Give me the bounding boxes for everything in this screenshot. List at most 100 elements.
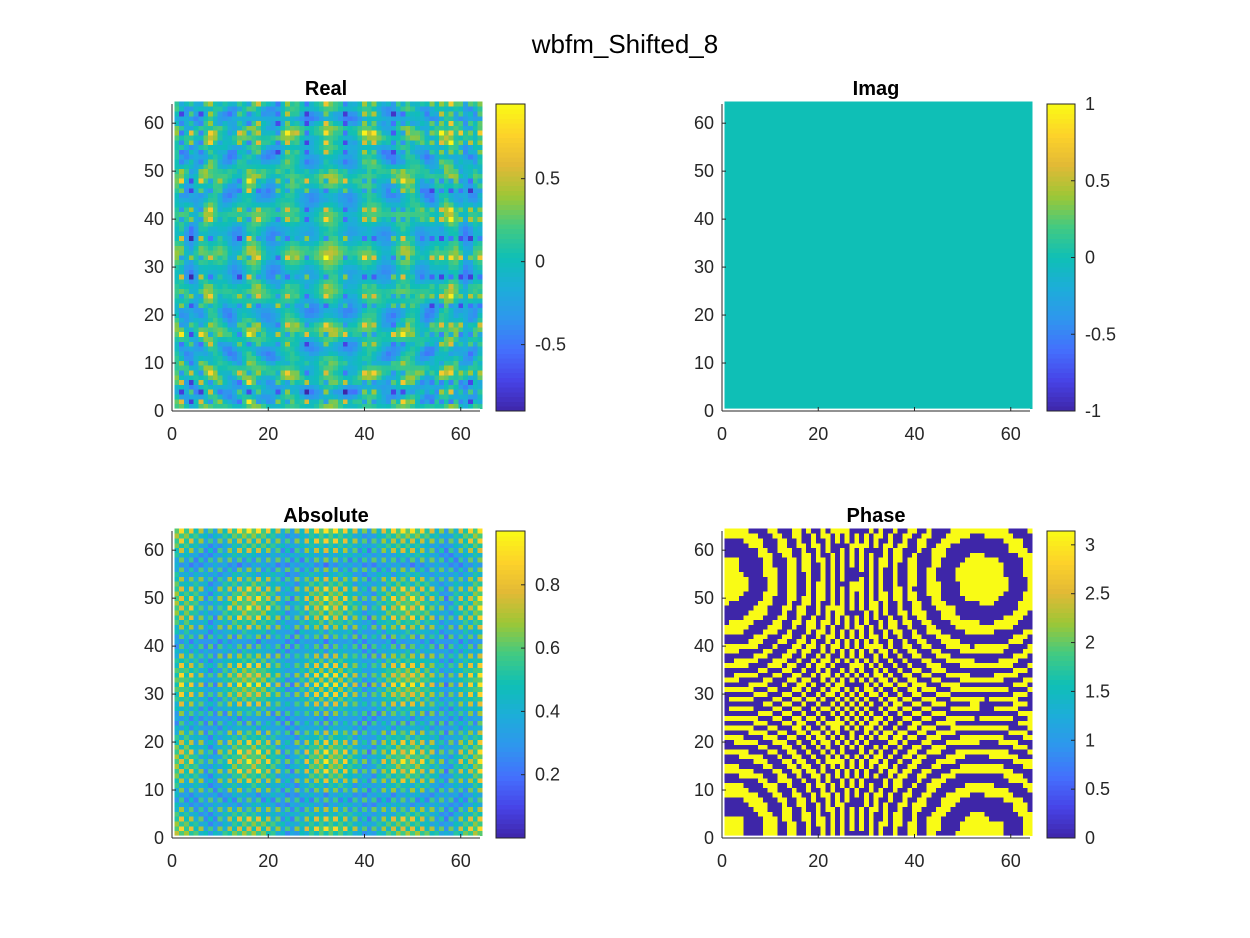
heatmap-cell <box>333 317 339 323</box>
heatmap-cell <box>203 298 209 304</box>
heatmap-cell <box>193 178 199 184</box>
heatmap-cell <box>179 307 185 313</box>
heatmap-cell <box>193 360 199 366</box>
heatmap-cell <box>1027 370 1033 376</box>
heatmap-cell <box>395 336 401 342</box>
heatmap-cell <box>782 375 788 381</box>
heatmap-cell <box>323 370 329 376</box>
heatmap-cell <box>227 168 233 174</box>
heatmap-cell <box>318 106 324 112</box>
heatmap-cell <box>463 168 469 174</box>
heatmap-cell <box>386 379 392 385</box>
heatmap-cell <box>434 346 440 352</box>
heatmap-cell <box>285 355 291 361</box>
heatmap-cell <box>347 187 353 194</box>
heatmap-cell <box>256 240 262 246</box>
heatmap-cell <box>868 384 874 390</box>
heatmap-cell <box>458 360 464 366</box>
heatmap-cell <box>241 255 247 261</box>
heatmap-cell <box>863 403 870 409</box>
heatmap-cell <box>347 197 353 203</box>
heatmap-cell <box>1008 394 1014 400</box>
heatmap-cell <box>859 351 865 357</box>
heatmap-cell <box>318 178 324 184</box>
heatmap-cell <box>424 135 430 141</box>
heatmap-cell <box>323 197 329 203</box>
heatmap-cell <box>400 336 406 342</box>
heatmap-cell <box>323 154 329 160</box>
heatmap-cell <box>984 379 990 385</box>
heatmap-cell <box>318 216 324 222</box>
heatmap-cell <box>912 365 918 371</box>
heatmap-cell <box>424 288 430 294</box>
heatmap-cell <box>208 216 214 222</box>
heatmap-cell <box>979 360 985 366</box>
heatmap-cell <box>366 322 373 328</box>
heatmap-cell <box>352 154 358 160</box>
heatmap-cell <box>347 235 353 242</box>
colorbar-segment <box>496 104 525 110</box>
heatmap-cell <box>463 322 469 328</box>
heatmap-cell <box>232 298 238 304</box>
heatmap-cell <box>193 351 199 357</box>
heatmap-cell <box>376 111 382 117</box>
heatmap-cell <box>193 231 199 237</box>
heatmap-cell <box>424 303 430 309</box>
heatmap-cell <box>333 106 339 112</box>
heatmap-cell <box>275 173 281 179</box>
heatmap-cell <box>222 135 228 141</box>
heatmap-cell <box>419 183 425 189</box>
heatmap-cell <box>419 341 425 347</box>
heatmap-cell <box>806 346 812 352</box>
heatmap-cell <box>313 293 320 299</box>
heatmap-cell <box>395 269 401 275</box>
heatmap-cell <box>227 379 233 385</box>
heatmap-cell <box>333 279 339 285</box>
heatmap-cell <box>381 240 387 246</box>
heatmap-cell <box>217 130 223 136</box>
heatmap-cell <box>289 303 296 309</box>
heatmap-cell <box>294 288 300 294</box>
colorbar-tick-label: -0.5 <box>535 335 566 355</box>
heatmap-cell <box>738 399 744 405</box>
heatmap-cell <box>448 183 454 189</box>
heatmap-cell <box>285 168 291 174</box>
heatmap-cell <box>434 341 440 347</box>
heatmap-cell <box>184 283 190 289</box>
heatmap-cell <box>357 144 363 150</box>
heatmap-cell <box>304 379 310 385</box>
heatmap-cell <box>1022 375 1028 381</box>
heatmap-cell <box>280 264 286 270</box>
heatmap-cell <box>275 168 281 174</box>
heatmap-cell <box>318 351 324 357</box>
heatmap-cell <box>270 331 276 337</box>
heatmap-cell <box>217 183 223 189</box>
heatmap-cell <box>376 365 382 371</box>
heatmap-cell <box>945 399 951 405</box>
heatmap-cell <box>212 341 219 347</box>
heatmap-cell <box>309 187 315 194</box>
heatmap-cell <box>323 355 329 361</box>
heatmap-cell <box>472 274 478 280</box>
heatmap-cell <box>241 125 247 131</box>
heatmap-cell <box>347 221 353 227</box>
heatmap-cell <box>342 307 348 313</box>
heatmap-cell <box>371 327 377 333</box>
heatmap-cell <box>251 101 257 107</box>
heatmap-cell <box>328 139 334 146</box>
heatmap-cell <box>796 389 802 395</box>
heatmap-cell <box>323 183 329 189</box>
heatmap-cell <box>892 360 898 366</box>
heatmap-cell <box>767 403 773 409</box>
heatmap-cell <box>309 351 315 357</box>
heatmap-cell <box>921 394 927 400</box>
heatmap-cell <box>270 327 276 333</box>
heatmap-cell <box>270 341 276 347</box>
heatmap-cell <box>270 154 276 160</box>
heatmap-cell <box>323 327 329 333</box>
heatmap-cell <box>184 336 190 342</box>
heatmap-cell <box>188 163 194 170</box>
heatmap-cell <box>448 288 454 294</box>
heatmap-cell <box>304 394 310 400</box>
heatmap-cell <box>453 403 459 409</box>
